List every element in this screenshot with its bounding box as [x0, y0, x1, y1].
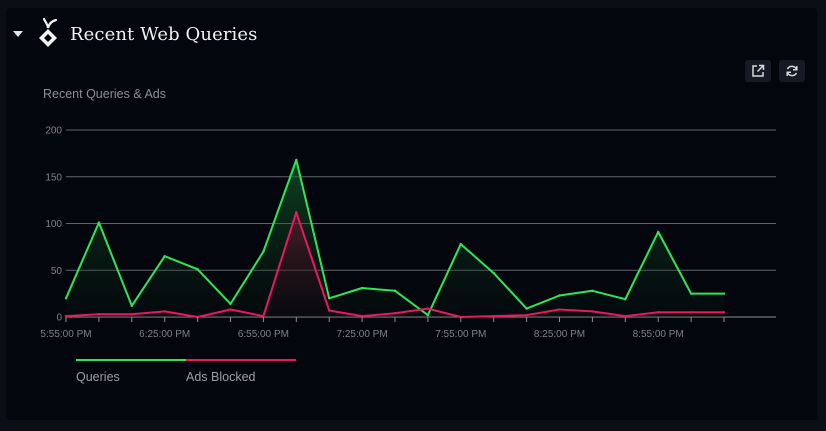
data-point-queries — [591, 289, 594, 293]
refresh-chart-button[interactable] — [779, 60, 805, 82]
pihole-logo-icon — [39, 17, 58, 47]
chart-area: Recent Queries & Ads 0 50 100 150 200 5:55:00… — [6, 78, 817, 418]
y-tick-label: 0 — [56, 313, 62, 324]
collapse-caret-icon[interactable] — [13, 31, 23, 37]
x-tick-label: 6:25:00 PM — [139, 329, 190, 340]
data-point-queries — [393, 289, 397, 293]
data-point-ads-blocked — [624, 314, 627, 318]
data-point-ads-blocked — [262, 314, 265, 318]
data-point-ads-blocked — [130, 312, 133, 316]
data-point-ads-blocked — [64, 314, 68, 318]
x-tick-label: 8:55:00 PM — [633, 329, 684, 340]
x-tick-label: 8:25:00 PM — [534, 329, 585, 340]
y-tick-label: 50 — [51, 266, 63, 277]
data-point-queries — [295, 158, 298, 162]
external-link-icon — [752, 64, 765, 77]
data-point-queries — [525, 307, 528, 310]
y-tick-label: 200 — [45, 126, 62, 137]
panel-title: Recent Web Queries — [70, 24, 258, 45]
data-point-queries — [229, 302, 232, 306]
data-point-queries — [624, 298, 627, 301]
dashboard-panel: Recent Web Queries Recent Queries & Ads — [6, 8, 817, 420]
data-point-queries — [722, 292, 726, 295]
legend-swatch-queries — [76, 359, 186, 361]
chart-title: Recent Queries & Ads — [43, 87, 166, 101]
data-point-queries — [657, 230, 660, 234]
x-tick-label: 7:55:00 PM — [435, 329, 486, 340]
data-point-ads-blocked — [393, 312, 397, 315]
data-point-queries — [459, 242, 462, 246]
data-point-ads-blocked — [558, 308, 561, 311]
legend-swatch-ads-blocked — [186, 359, 296, 361]
data-point-queries — [558, 294, 561, 297]
legend-label-queries: Queries — [76, 370, 120, 384]
data-point-ads-blocked — [426, 307, 430, 310]
data-point-queries — [426, 313, 430, 317]
legend-item-queries[interactable]: Queries — [76, 359, 186, 384]
data-point-queries — [689, 292, 693, 295]
y-tick-label: 100 — [45, 219, 62, 230]
data-point-ads-blocked — [657, 311, 660, 314]
data-point-ads-blocked — [525, 313, 528, 317]
legend-label-ads-blocked: Ads Blocked — [186, 370, 256, 384]
chart-legend: Queries Ads Blocked — [76, 359, 296, 384]
data-point-queries — [196, 268, 199, 271]
data-point-queries — [163, 255, 166, 258]
refresh-icon — [786, 65, 798, 77]
chart-toolbar — [745, 60, 805, 82]
data-point-ads-blocked — [722, 311, 726, 314]
x-tick-label: 5:55:00 PM — [40, 329, 91, 340]
data-point-ads-blocked — [163, 310, 166, 313]
data-point-ads-blocked — [295, 211, 298, 214]
data-point-queries — [262, 250, 265, 253]
data-point-ads-blocked — [229, 308, 232, 311]
data-point-ads-blocked — [328, 309, 331, 312]
legend-item-ads-blocked[interactable]: Ads Blocked — [186, 359, 296, 384]
panel-header: Recent Web Queries — [6, 17, 817, 52]
y-tick-label: 150 — [45, 172, 62, 183]
open-chart-button[interactable] — [745, 60, 771, 82]
data-point-ads-blocked — [689, 311, 693, 314]
area-queries — [66, 159, 724, 317]
data-point-queries — [492, 271, 495, 275]
data-point-ads-blocked — [97, 312, 101, 316]
data-point-ads-blocked — [591, 310, 594, 313]
queries-chart[interactable]: 0 50 100 150 200 5:55:00 PM 6:25:00 PM 6:55:00 … — [6, 78, 817, 358]
data-point-ads-blocked — [360, 314, 364, 318]
data-point-queries — [360, 286, 364, 290]
data-point-ads-blocked — [492, 314, 495, 318]
x-tick-label: 6:55:00 PM — [238, 329, 289, 340]
data-point-queries — [328, 297, 331, 300]
data-point-queries — [97, 221, 101, 224]
data-point-queries — [64, 297, 68, 300]
x-tick-label: 7:25:00 PM — [337, 329, 388, 340]
data-point-queries — [130, 304, 133, 307]
